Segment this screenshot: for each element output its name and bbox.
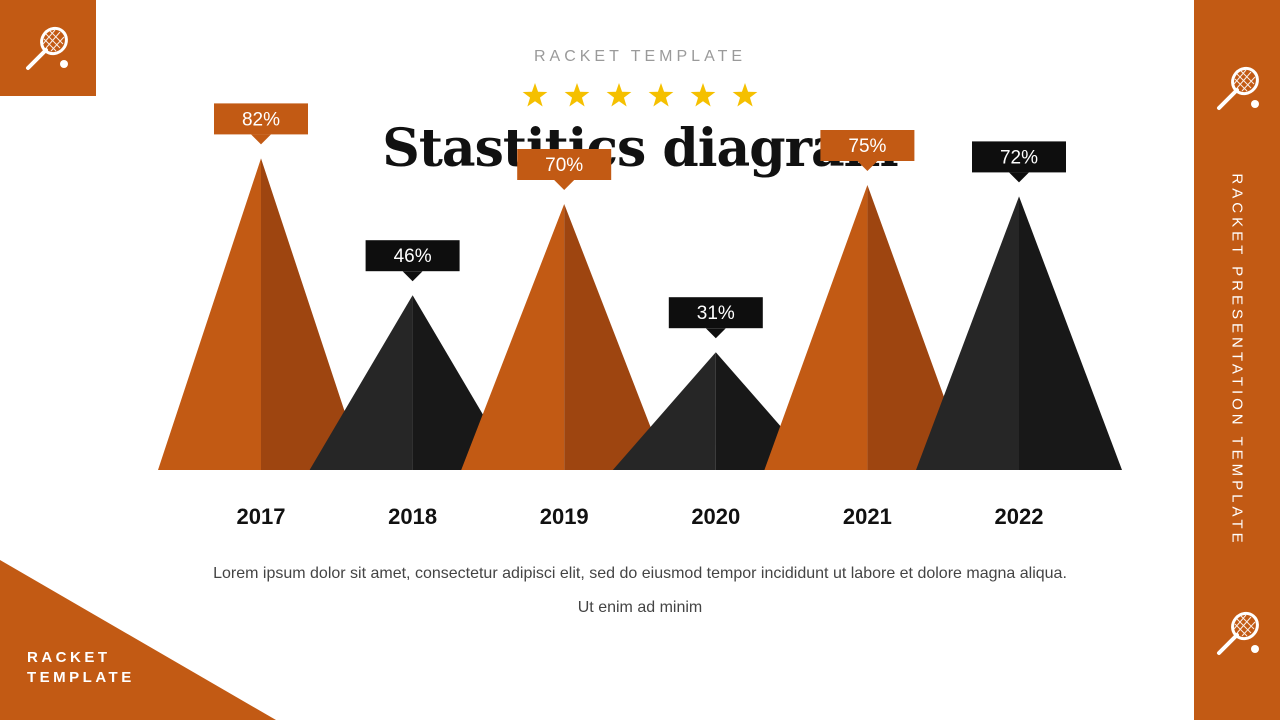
value-label-pointer xyxy=(554,180,575,190)
value-label-2017: 82% xyxy=(214,103,308,145)
value-label-2020: 31% xyxy=(668,297,763,339)
corner-caption-line2: TEMPLATE xyxy=(27,669,135,686)
value-label-2021: 75% xyxy=(820,130,915,171)
star-icon xyxy=(606,83,632,107)
value-label-box xyxy=(972,141,1066,173)
value-label-text: 70% xyxy=(545,155,583,176)
value-label-pointer xyxy=(402,271,423,282)
value-label-box xyxy=(668,297,763,329)
pyramid-left-face xyxy=(764,185,868,470)
racket-icon xyxy=(1217,66,1259,110)
pyramid-2017 xyxy=(158,158,364,470)
kicker-label: RACKET TEMPLATE xyxy=(533,48,747,65)
value-label-pointer xyxy=(857,161,878,171)
category-label: 2018 xyxy=(388,504,437,529)
category-label: 2017 xyxy=(237,504,286,529)
category-label: 2019 xyxy=(540,504,589,529)
category-label: 2022 xyxy=(995,504,1044,529)
category-label: 2020 xyxy=(691,504,740,529)
description-line-2: Ut enim ad minim xyxy=(577,599,703,616)
side-bar: RACKET PRESENTATION TEMPLATE xyxy=(1194,0,1280,720)
value-label-2019: 70% xyxy=(517,149,612,190)
value-label-box xyxy=(365,240,460,272)
value-label-text: 31% xyxy=(697,303,735,324)
star-icon xyxy=(732,83,758,107)
value-label-pointer xyxy=(251,134,271,145)
value-label-text: 72% xyxy=(1000,147,1038,168)
value-label-text: 46% xyxy=(394,246,432,267)
corner-logo-tile xyxy=(0,0,96,96)
value-label-pointer xyxy=(705,328,726,339)
pyramid-left-face xyxy=(158,158,261,470)
category-label: 2021 xyxy=(843,504,892,529)
value-label-box xyxy=(517,149,612,180)
corner-triangle xyxy=(0,560,276,720)
corner-caption-line1: RACKET xyxy=(27,649,111,666)
racket-icon xyxy=(26,26,68,70)
star-icon xyxy=(522,83,548,107)
value-label-box xyxy=(214,103,308,135)
value-label-box xyxy=(820,130,915,161)
value-label-2018: 46% xyxy=(365,240,460,282)
pyramid-2019 xyxy=(461,204,668,470)
corner-caption: RACKET TEMPLATE xyxy=(27,648,135,688)
page-title: Stastitics diagram xyxy=(382,118,898,179)
description-line-1: Lorem ipsum dolor sit amet, consectetur … xyxy=(213,565,1067,582)
value-label-pointer xyxy=(1009,172,1029,183)
value-label-text: 82% xyxy=(242,109,280,130)
star-icon xyxy=(690,83,716,107)
pyramid-left-face xyxy=(612,352,716,470)
pyramid-right-face xyxy=(261,158,364,470)
pyramid-right-face xyxy=(1019,196,1122,470)
value-label-text: 75% xyxy=(848,136,886,157)
pyramid-left-face xyxy=(461,204,565,470)
pyramid-2020 xyxy=(612,352,819,470)
pyramid-2022 xyxy=(916,196,1122,470)
value-label-2022: 72% xyxy=(972,141,1066,183)
pyramid-right-face xyxy=(564,204,668,470)
star-icon xyxy=(564,83,590,107)
pyramid-left-face xyxy=(916,196,1019,470)
rating-stars xyxy=(522,83,758,107)
star-icon xyxy=(648,83,674,107)
racket-icon xyxy=(1217,611,1259,655)
pyramid-left-face xyxy=(309,295,413,470)
pyramid-right-face xyxy=(715,352,819,470)
